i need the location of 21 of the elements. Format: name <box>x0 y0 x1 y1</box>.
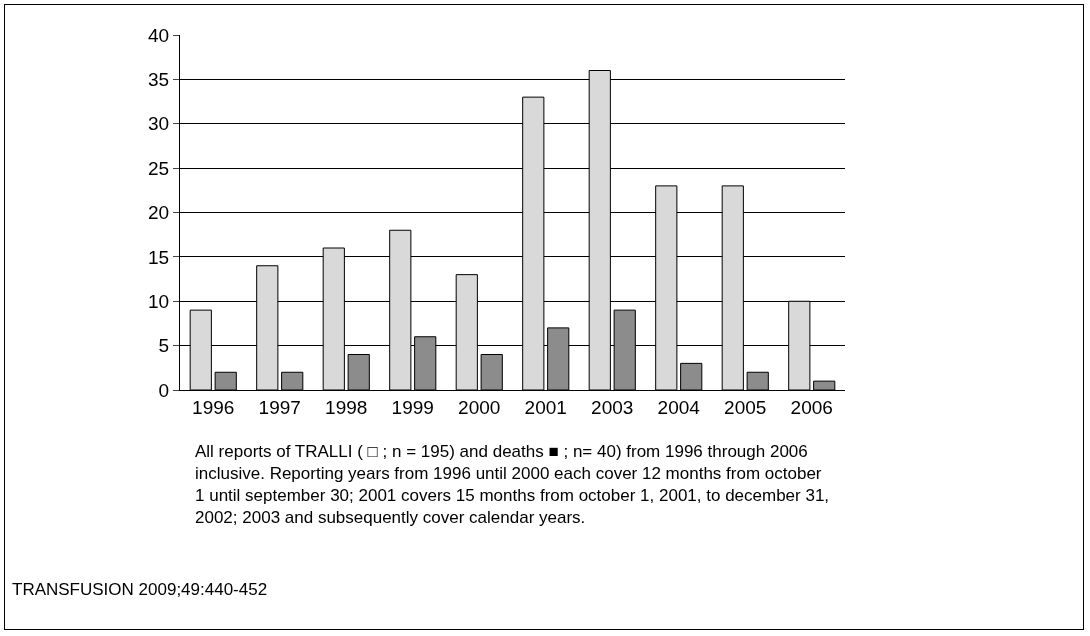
y-tick-label: 35 <box>148 69 170 91</box>
y-tick-label: 5 <box>158 335 170 357</box>
text: All reports of TRALLI ( □ ; n = 195) and deaths ■ ; n= 40) from 1996 through 2006 inclusive. Reporting years from 1996 until 2000 each cover 12 months from october 1 until september 30; 2001 covers 15 months from october 1, 2001, to december 31, 2002; 2003 and subsequently cover calendar years. <box>195 442 830 528</box>
x-tick-label: 1998 <box>325 396 368 418</box>
y-tick-label: 40 <box>148 24 170 46</box>
y-tick-label: 25 <box>148 157 170 179</box>
y-tick-label: 30 <box>148 113 170 135</box>
x-tick-label: 1996 <box>192 396 235 418</box>
x-tick-label: 2005 <box>724 396 767 418</box>
x-tick-label: 2000 <box>458 396 501 418</box>
y-tick-label: 10 <box>148 290 170 312</box>
y-tick-label: 15 <box>148 246 170 268</box>
x-tick-label: 1999 <box>391 396 434 418</box>
x-tick-label: 2001 <box>524 396 567 418</box>
x-tick-label: 1997 <box>258 396 301 418</box>
text: TRANSFUSION 2009;49:440-452 <box>12 580 268 599</box>
y-tick-label: 0 <box>158 379 170 401</box>
x-tick-label: 2004 <box>657 396 701 418</box>
y-tick-label: 20 <box>148 202 170 224</box>
x-tick-label: 2003 <box>591 396 634 418</box>
x-tick-label: 2006 <box>790 396 833 418</box>
